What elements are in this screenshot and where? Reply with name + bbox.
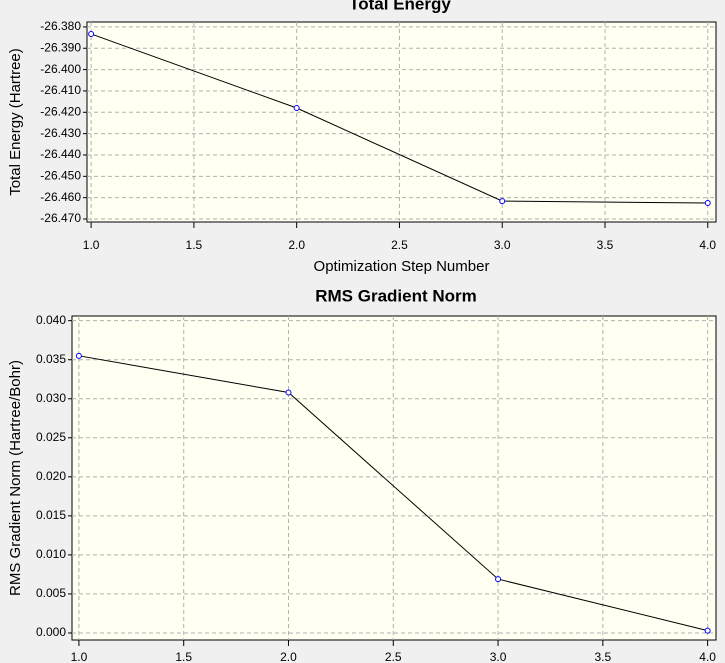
- point: [704, 200, 711, 207]
- x-tick-label: 3.0: [490, 650, 507, 663]
- x-tick-label: 1.5: [186, 238, 203, 252]
- x-tick-label: 4.0: [699, 650, 716, 663]
- x-tick-label: 3.0: [494, 238, 511, 252]
- x-tick-label: 4.0: [699, 238, 716, 252]
- y-tick-label: -26.430: [40, 126, 81, 140]
- chart-title: Total Energy: [349, 0, 451, 13]
- series-line: [90, 33, 708, 204]
- y-tick-label: -26.380: [40, 19, 81, 33]
- series-line: [78, 355, 708, 632]
- y-tick-label: -26.420: [40, 104, 81, 118]
- x-tick-label: 2.5: [385, 650, 402, 663]
- plot-area: [71, 315, 717, 641]
- x-tick-label: 1.5: [175, 650, 192, 663]
- y-tick-label: -26.400: [40, 62, 81, 76]
- point: [285, 389, 292, 396]
- point: [704, 627, 711, 634]
- y-tick-label: 0.025: [36, 430, 66, 444]
- point: [88, 30, 95, 37]
- x-tick-label: 2.5: [391, 238, 408, 252]
- y-tick-label: -26.440: [40, 147, 81, 161]
- y-tick-label: -26.450: [40, 168, 81, 182]
- x-tick-label: 1.0: [83, 238, 100, 252]
- y-tick-label: 0.030: [36, 391, 66, 405]
- y-tick-label: 0.005: [36, 586, 66, 600]
- y-tick-label: 0.010: [36, 547, 66, 561]
- x-tick-label: 1.0: [71, 650, 88, 663]
- x-tick-label: 3.5: [597, 238, 614, 252]
- y-tick-label: 0.000: [36, 625, 66, 639]
- point: [495, 576, 502, 583]
- y-tick-label: -26.470: [40, 211, 81, 225]
- x-tick-label: 2.0: [288, 238, 305, 252]
- point: [75, 352, 82, 359]
- y-tick-label: 0.040: [36, 313, 66, 327]
- y-axis-label: RMS Gradient Norm (Hartree/Bohr): [7, 360, 24, 596]
- y-tick-label: -26.390: [40, 40, 81, 54]
- x-tick-label: 3.5: [594, 650, 611, 663]
- x-tick-label: 2.0: [280, 650, 297, 663]
- y-tick-label: 0.020: [36, 469, 66, 483]
- y-tick-label: -26.460: [40, 190, 81, 204]
- x-axis-label: Optimization Step Number: [314, 258, 490, 275]
- y-tick-label: -26.410: [40, 83, 81, 97]
- point: [293, 105, 300, 112]
- chart-title: RMS Gradient Norm: [315, 286, 477, 305]
- y-tick-label: 0.035: [36, 352, 66, 366]
- plot-area: [86, 21, 717, 223]
- y-axis-label: Total Energy (Hartree): [7, 48, 24, 196]
- y-tick-label: 0.015: [36, 508, 66, 522]
- point: [499, 198, 506, 205]
